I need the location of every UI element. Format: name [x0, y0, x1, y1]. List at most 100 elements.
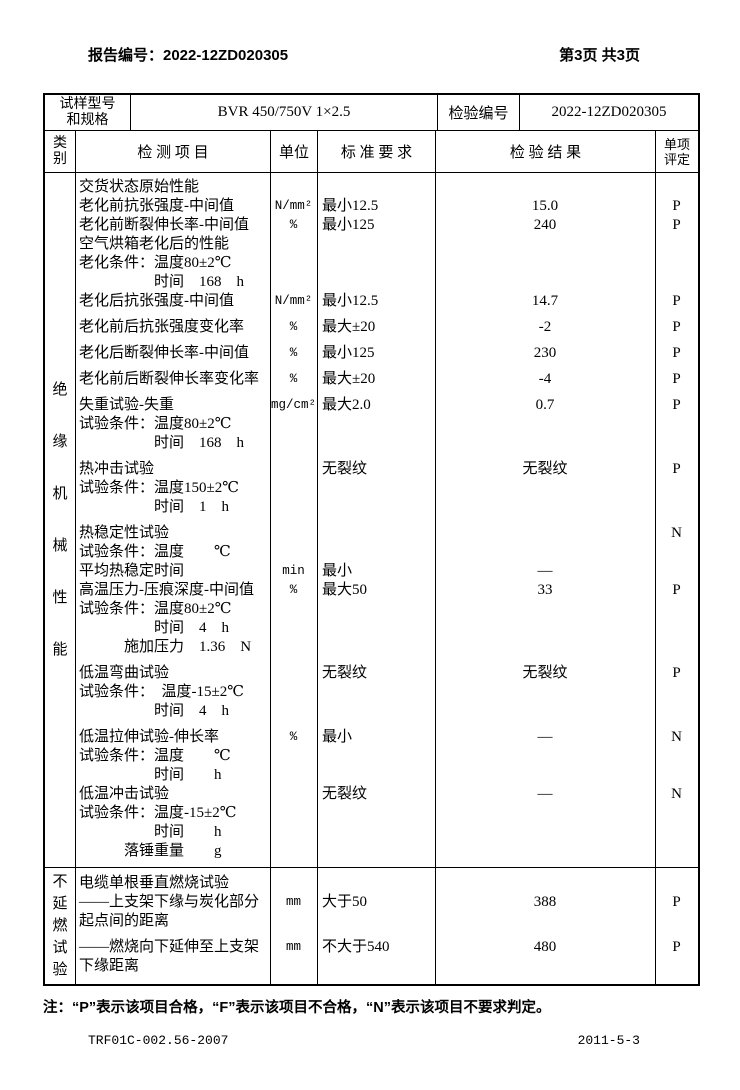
- cell-item: 试验条件：温度 ℃: [79, 748, 231, 764]
- cell-verdict: [655, 766, 698, 785]
- cell-result: [435, 957, 655, 976]
- cell-item: 落锤重量 g: [79, 843, 222, 859]
- cell-item: 低温拉伸试验-伸长率: [79, 729, 219, 745]
- divider: [270, 868, 271, 984]
- cell-verdict: [655, 273, 698, 292]
- cell-verdict: [655, 235, 698, 254]
- cell-item: ——燃烧向下延伸至上支架: [79, 939, 260, 955]
- cell-result: [435, 178, 655, 197]
- cell-result: [435, 254, 655, 273]
- divider: [435, 173, 436, 867]
- cell-std: 最小12.5: [322, 293, 379, 309]
- cell-std: [317, 619, 435, 638]
- cell-verdict: P: [672, 319, 681, 335]
- cell-std: 最小125: [322, 345, 375, 361]
- cell-result: [435, 273, 655, 292]
- cell-item: 平均热稳定时间: [79, 563, 185, 579]
- cell-result: —: [537, 563, 553, 579]
- cell-std: 无裂纹: [322, 461, 368, 477]
- sample-info-row: 试样型号 和规格 BVR 450/750V 1×2.5 检验编号 2022-12…: [45, 95, 698, 131]
- cell-verdict: [655, 683, 698, 702]
- report-number: 报告编号：2022-12ZD020305: [88, 47, 289, 64]
- cell-item: 试验条件：温度80±2℃: [79, 416, 232, 432]
- inspection-number-value: 2022-12ZD020305: [519, 95, 698, 130]
- cell-result: [435, 842, 655, 861]
- cell-result: [435, 619, 655, 638]
- cell-std: [317, 479, 435, 498]
- cell-result: [435, 543, 655, 562]
- cell-result: -4: [538, 371, 552, 387]
- cell-unit: [270, 453, 317, 479]
- cell-result: -2: [538, 319, 552, 335]
- cell-unit: [270, 178, 317, 197]
- cell-item: 老化前断裂伸长率-中间值: [79, 217, 249, 233]
- cell-item: 老化前后断裂伸长率变化率: [79, 371, 260, 387]
- cell-result: [435, 912, 655, 931]
- cell-verdict: [655, 498, 698, 517]
- cell-verdict: [655, 619, 698, 638]
- cell-unit: [270, 747, 317, 766]
- cell-unit: mm: [285, 940, 301, 954]
- cell-result: 230: [533, 345, 557, 361]
- cell-std: [317, 683, 435, 702]
- section-flame-retardant: 不 延 燃 试 验 电缆单根垂直燃烧试验 ——上支架下缘与炭化部分 mm 大于50 38…: [45, 867, 698, 984]
- cell-unit: [270, 804, 317, 823]
- cell-std: [317, 638, 435, 657]
- cell-std: 最大±20: [322, 371, 376, 387]
- cell-verdict: [655, 415, 698, 434]
- cell-verdict: [655, 600, 698, 619]
- cell-item: 低温冲击试验: [79, 786, 170, 802]
- cell-result: [435, 517, 655, 543]
- cell-item: 高温压力-压痕深度-中间值: [79, 582, 254, 598]
- cell-verdict: N: [671, 525, 682, 541]
- cell-verdict: [655, 434, 698, 453]
- cell-std: 最小: [322, 563, 353, 579]
- category-label-insulation-mechanical: 绝 缘 机 械 性 能: [52, 382, 68, 658]
- cell-unit: %: [289, 320, 298, 334]
- cell-std: [317, 957, 435, 976]
- divider: [435, 868, 436, 984]
- cell-std: 最大±20: [322, 319, 376, 335]
- cell-std: [317, 235, 435, 254]
- cell-item: 空气烘箱老化后的性能: [79, 236, 230, 252]
- cell-std: 无裂纹: [322, 786, 368, 802]
- cell-std: 大于50: [322, 894, 368, 910]
- column-header-verdict: 单项 评定: [655, 131, 698, 172]
- cell-item: 时间 h: [79, 767, 222, 783]
- cell-std: 不大于540: [322, 939, 390, 955]
- cell-unit: [270, 434, 317, 453]
- cell-result: [435, 415, 655, 434]
- cell-unit: [270, 517, 317, 543]
- cell-unit: N/mm²: [274, 294, 313, 308]
- cell-result: —: [537, 786, 553, 802]
- test-report-table: 试样型号 和规格 BVR 450/750V 1×2.5 检验编号 2022-12…: [43, 93, 700, 986]
- cell-verdict: [655, 842, 698, 861]
- cell-result: —: [537, 729, 553, 745]
- cell-std: [317, 273, 435, 292]
- cell-std: [317, 600, 435, 619]
- cell-verdict: [655, 702, 698, 721]
- cell-std: [317, 823, 435, 842]
- cell-verdict: P: [672, 293, 681, 309]
- cell-std: [317, 804, 435, 823]
- cell-result: [435, 683, 655, 702]
- cell-unit: [270, 479, 317, 498]
- cell-std: 最小12.5: [322, 198, 379, 214]
- cell-item: 老化后抗张强度-中间值: [79, 293, 234, 309]
- cell-std: 最大50: [322, 582, 368, 598]
- cell-result: [435, 498, 655, 517]
- cell-unit: [270, 657, 317, 683]
- cell-result: [435, 804, 655, 823]
- cell-std: 最大2.0: [322, 397, 371, 413]
- divider: [317, 173, 318, 867]
- cell-verdict: N: [671, 729, 682, 745]
- cell-verdict: N: [671, 786, 682, 802]
- cell-verdict: P: [672, 894, 681, 910]
- cell-verdict: [655, 804, 698, 823]
- cell-unit: [270, 498, 317, 517]
- cell-std: [317, 498, 435, 517]
- cell-result: 240: [533, 217, 557, 233]
- cell-verdict: [655, 178, 698, 197]
- page-footer: TRF01C-002.56-2007 2011-5-3: [88, 1033, 640, 1048]
- test-lines: 交货状态原始性能 老化前抗张强度-中间值 N/mm² 最小12.5 15.0 P 老化前断裂…: [75, 173, 698, 867]
